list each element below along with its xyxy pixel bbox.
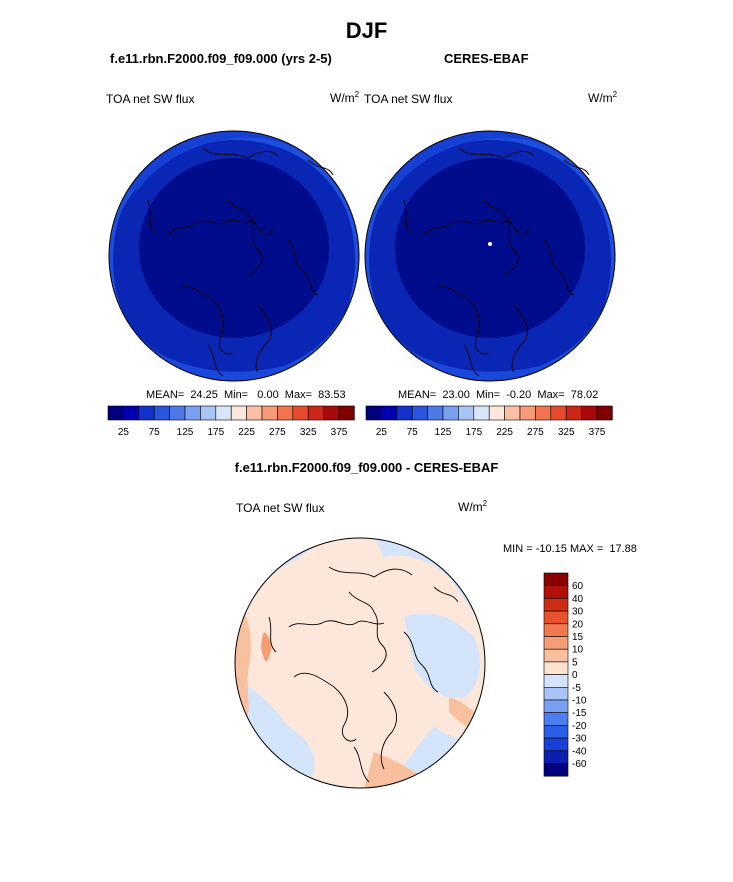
diff-colorbar-swatch xyxy=(543,737,569,752)
diff-colorbar-swatch xyxy=(543,585,569,599)
page-title: DJF xyxy=(345,18,388,43)
left-colorbar-tick-label: 125 xyxy=(177,427,194,438)
left-panel-units: W/m2 xyxy=(330,90,360,105)
left-panel-variable: TOA net SW flux xyxy=(106,92,195,106)
right-panel-units: W/m2 xyxy=(588,90,618,105)
right-colorbar-swatch xyxy=(458,405,475,421)
right-colorbar-tick-label: 175 xyxy=(465,427,482,438)
diff-colorbar-swatch xyxy=(543,572,569,586)
diff-colorbar-tick-label: -10 xyxy=(572,696,587,707)
right-colorbar-swatch xyxy=(596,405,613,421)
diff-panel-units: W/m2 xyxy=(458,499,488,514)
right-colorbar-swatch xyxy=(504,405,521,421)
left-colorbar-swatch xyxy=(307,405,324,421)
diff-colorbar-swatch xyxy=(543,712,569,726)
diff-colorbar-swatch xyxy=(543,661,569,675)
right-colorbar-swatch xyxy=(519,405,536,421)
left-colorbar-tick-label: 225 xyxy=(238,427,255,438)
left-colorbar-swatch xyxy=(107,405,124,421)
left-panel-stats: MEAN= 24.25 Min= 0.00 Max= 83.53 xyxy=(146,389,346,401)
left-colorbar-swatch xyxy=(184,405,201,421)
left-colorbar-tick-label: 275 xyxy=(269,427,286,438)
diff-colorbar-swatch xyxy=(543,610,569,625)
left-colorbar-swatch xyxy=(323,405,340,421)
right-colorbar-swatch xyxy=(535,405,552,421)
left-colorbar-swatch xyxy=(169,405,186,421)
right-colorbar-tick-label: 225 xyxy=(496,427,513,438)
right-colorbar-swatch xyxy=(581,405,598,421)
left-colorbar-tick-label: 375 xyxy=(331,427,348,438)
diff-colorbar-tick-label: 5 xyxy=(572,657,578,668)
diff-colorbar-tick-label: 30 xyxy=(572,607,584,618)
diff-colorbar-swatch xyxy=(543,648,569,663)
diff-colorbar-tick-label: -20 xyxy=(572,721,587,732)
right-panel-stats: MEAN= 23.00 Min= -0.20 Max= 78.02 xyxy=(398,389,599,401)
diff-colorbar-tick-label: 40 xyxy=(572,594,584,605)
right-colorbar-tick-label: 375 xyxy=(589,427,606,438)
right-colorbar-swatch xyxy=(365,405,382,421)
diff-colorbar-swatch xyxy=(543,687,569,701)
right-colorbar-tick-label: 125 xyxy=(435,427,452,438)
diff-polar-map xyxy=(234,537,486,789)
diff-colorbar-tick-label: 0 xyxy=(572,670,578,681)
left-colorbar-tick-label: 75 xyxy=(149,427,161,438)
left-colorbar-swatch xyxy=(230,405,247,421)
left-colorbar-swatch xyxy=(292,405,309,421)
diff-panel-variable: TOA net SW flux xyxy=(236,501,325,515)
right-polar-map xyxy=(364,130,616,382)
left-colorbar-swatch xyxy=(338,405,355,421)
diff-panel-stats: MIN = -10.15 MAX = 17.88 xyxy=(503,543,637,555)
left-panel-case-title: f.e11.rbn.F2000.f09_f09.000 (yrs 2-5) xyxy=(110,51,332,66)
right-colorbar-swatch xyxy=(488,405,505,421)
diff-colorbar-tick-label: 10 xyxy=(572,645,584,656)
left-polar-map xyxy=(108,130,360,382)
right-colorbar-swatch xyxy=(473,405,490,421)
diff-colorbar-swatch xyxy=(543,636,569,650)
diff-colorbar-tick-label: -30 xyxy=(572,734,587,745)
diff-colorbar-swatch xyxy=(543,623,569,637)
right-colorbar-tick-label: 75 xyxy=(407,427,419,438)
left-colorbar-swatch xyxy=(200,405,217,421)
diff-colorbar-tick-label: -15 xyxy=(572,708,587,719)
diff-colorbar-swatch xyxy=(543,674,569,688)
right-colorbar-tick-label: 25 xyxy=(376,427,388,438)
diff-colorbar-swatch xyxy=(543,598,569,612)
left-colorbar-tick-label: 175 xyxy=(207,427,224,438)
right-colorbar-swatch xyxy=(381,405,398,421)
right-colorbar-swatch xyxy=(411,405,428,421)
right-colorbar-swatch xyxy=(565,405,582,421)
right-colorbar-tick-label: 325 xyxy=(558,427,575,438)
right-colorbar-tick-label: 275 xyxy=(527,427,544,438)
left-colorbar-tick-label: 25 xyxy=(118,427,130,438)
left-colorbar: 25 75 125 175 225 275 325 375 xyxy=(107,405,355,438)
diff-colorbar-tick-label: 60 xyxy=(572,581,584,592)
diff-colorbar-swatch xyxy=(543,763,569,777)
right-panel-variable: TOA net SW flux xyxy=(364,92,453,106)
diff-colorbar-tick-label: -5 xyxy=(572,683,581,694)
right-colorbar: 25 75 125 175 225 275 325 375 xyxy=(365,405,613,438)
diff-colorbar-tick-label: 15 xyxy=(572,632,584,643)
right-colorbar-swatch xyxy=(550,405,567,421)
diff-colorbar-tick-label: -60 xyxy=(572,759,587,770)
left-colorbar-swatch xyxy=(153,405,170,421)
right-colorbar-swatch xyxy=(442,405,459,421)
left-colorbar-swatch xyxy=(215,405,232,421)
diff-colorbar-tick-label: -40 xyxy=(572,746,587,757)
left-colorbar-swatch xyxy=(138,405,155,421)
diff-colorbar-tick-label: 20 xyxy=(572,619,584,630)
right-panel-case-title: CERES-EBAF xyxy=(444,51,529,66)
right-colorbar-swatch xyxy=(427,405,444,421)
left-colorbar-swatch xyxy=(277,405,294,421)
diff-colorbar-swatch xyxy=(543,750,569,764)
right-colorbar-swatch xyxy=(396,405,413,421)
diff-colorbar-swatch xyxy=(543,699,569,713)
left-colorbar-swatch xyxy=(246,405,263,421)
diff-colorbar-swatch xyxy=(543,725,569,739)
diff-panel-case-title: f.e11.rbn.F2000.f09_f09.000 - CERES-EBAF xyxy=(234,460,499,475)
left-colorbar-swatch xyxy=(261,405,278,421)
left-colorbar-swatch xyxy=(123,405,140,421)
left-colorbar-tick-label: 325 xyxy=(300,427,317,438)
